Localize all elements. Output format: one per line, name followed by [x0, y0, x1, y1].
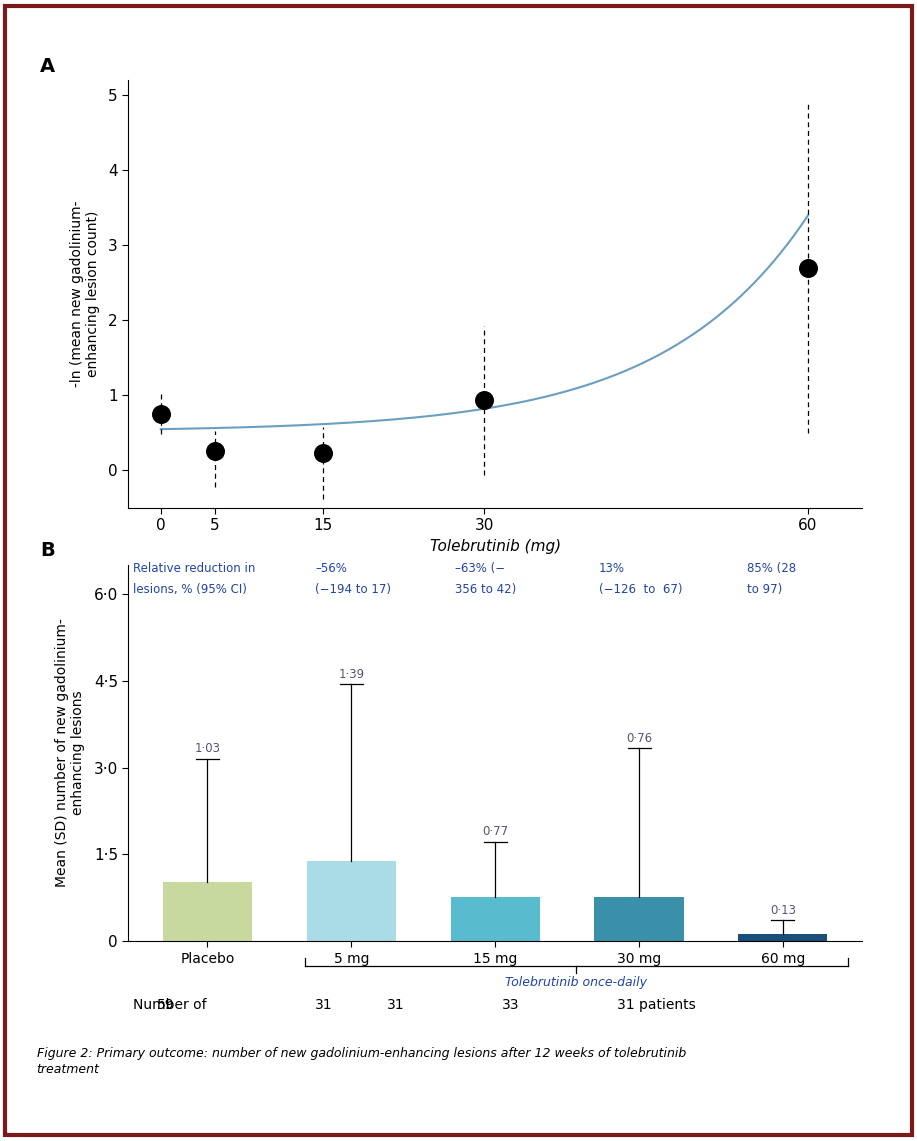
Text: 59: 59 — [157, 997, 175, 1012]
Text: Figure 2: Primary outcome: number of new gadolinium-enhancing lesions after 12 w: Figure 2: Primary outcome: number of new… — [37, 1047, 686, 1060]
Text: 356 to 42): 356 to 42) — [455, 583, 516, 597]
Y-axis label: -ln (mean new gadolinium-
enhancing lesion count): -ln (mean new gadolinium- enhancing lesi… — [70, 201, 100, 387]
Text: 1·03: 1·03 — [194, 743, 220, 755]
Text: 0·13: 0·13 — [770, 904, 796, 917]
Text: 31: 31 — [387, 997, 405, 1012]
Bar — [450, 897, 540, 941]
Text: 0·76: 0·76 — [626, 731, 652, 745]
Point — [153, 405, 168, 423]
Text: 31: 31 — [315, 997, 333, 1012]
Text: 0·77: 0·77 — [482, 825, 508, 839]
Bar — [738, 933, 827, 941]
Point — [207, 443, 222, 461]
Text: 1·39: 1·39 — [338, 667, 364, 681]
Text: lesions, % (95% CI): lesions, % (95% CI) — [133, 583, 247, 597]
Text: –63% (−: –63% (− — [455, 561, 505, 575]
Point — [477, 391, 492, 410]
Text: –56%: –56% — [315, 561, 348, 575]
Text: B: B — [40, 542, 55, 560]
X-axis label: Tolebrutinib (mg): Tolebrutinib (mg) — [430, 539, 560, 553]
Point — [801, 258, 815, 276]
Text: (−194 to 17): (−194 to 17) — [315, 583, 392, 597]
Bar — [594, 897, 683, 941]
Point — [315, 444, 330, 462]
Text: Number of: Number of — [133, 997, 206, 1012]
Text: treatment: treatment — [37, 1063, 100, 1076]
Text: to 97): to 97) — [747, 583, 782, 597]
Text: A: A — [40, 57, 55, 75]
Bar — [163, 882, 252, 941]
Text: 33: 33 — [503, 997, 520, 1012]
Y-axis label: Mean (SD) number of new gadolinium-
enhancing lesions: Mean (SD) number of new gadolinium- enha… — [55, 618, 85, 888]
Text: 31 patients: 31 patients — [617, 997, 696, 1012]
Text: Tolebrutinib once-daily: Tolebrutinib once-daily — [505, 976, 647, 989]
Text: (−126  to  67): (−126 to 67) — [599, 583, 682, 597]
Text: Relative reduction in: Relative reduction in — [133, 561, 255, 575]
Text: 13%: 13% — [599, 561, 624, 575]
Text: 85% (28: 85% (28 — [747, 561, 796, 575]
Bar — [307, 860, 396, 941]
